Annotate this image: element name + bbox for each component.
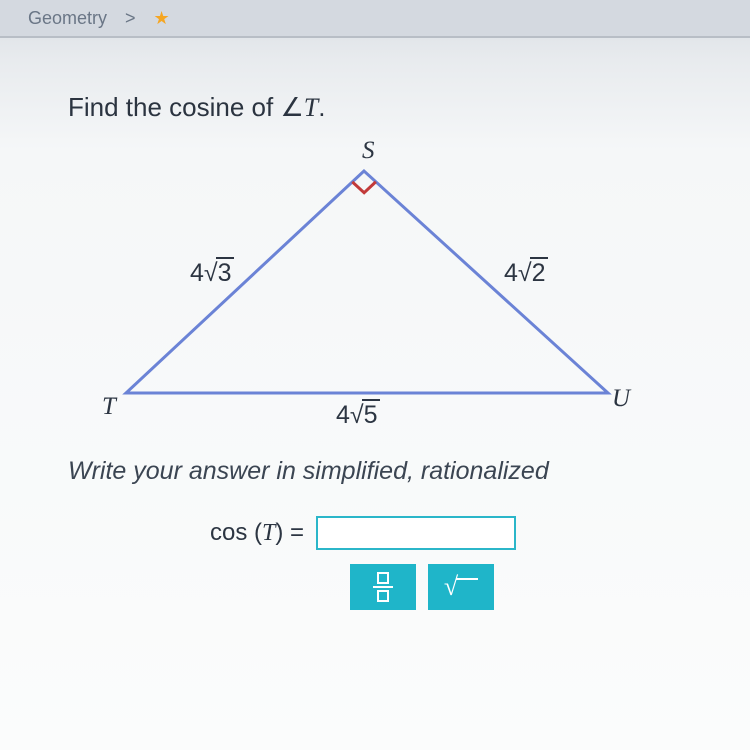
side-tu-radicand: 5 xyxy=(362,399,380,429)
side-tu-coef: 4 xyxy=(336,401,350,429)
instruction-text: Write your answer in simplified, rationa… xyxy=(68,457,692,486)
cos-var: T xyxy=(262,520,275,546)
side-label-tu: 45 xyxy=(336,401,380,430)
cos-prefix: cos ( xyxy=(210,519,262,546)
cos-suffix: ) = xyxy=(275,519,304,546)
sqrt-icon: √ xyxy=(444,572,478,602)
answer-input[interactable] xyxy=(316,516,516,550)
side-label-ts: 43 xyxy=(190,259,234,288)
angle-vertex: T xyxy=(304,93,318,122)
side-su-coef: 4 xyxy=(504,259,518,287)
side-su-radicand: 2 xyxy=(530,257,548,287)
vertex-label-s: S xyxy=(362,137,375,165)
vertex-label-u: U xyxy=(612,385,630,413)
question-text: Find the cosine of ∠T. xyxy=(68,92,692,123)
fraction-button[interactable] xyxy=(350,564,416,610)
sqrt-button[interactable]: √ xyxy=(428,564,494,610)
right-angle-marker xyxy=(352,182,376,193)
question-prefix: Find the cosine of xyxy=(68,92,280,122)
side-label-su: 42 xyxy=(504,259,548,288)
tool-row: √ xyxy=(350,564,692,610)
breadcrumb-sep: > xyxy=(125,8,136,29)
angle-symbol: ∠ xyxy=(280,92,303,122)
answer-area: cos (T) = √ xyxy=(210,516,692,610)
side-ts-coef: 4 xyxy=(190,259,204,287)
breadcrumb-bar: Geometry > ★ xyxy=(0,0,750,38)
question-suffix: . xyxy=(318,92,325,122)
side-ts-radicand: 3 xyxy=(216,257,234,287)
cos-label: cos (T) = xyxy=(210,519,304,547)
star-icon: ★ xyxy=(154,8,170,29)
breadcrumb-subject: Geometry xyxy=(28,8,107,29)
fraction-icon xyxy=(373,572,393,602)
vertex-label-t: T xyxy=(102,393,116,421)
answer-row: cos (T) = xyxy=(210,516,692,550)
page-content: Find the cosine of ∠T. S T U 43 42 45 Wr… xyxy=(0,38,750,610)
triangle-diagram: S T U 43 42 45 xyxy=(86,141,646,451)
